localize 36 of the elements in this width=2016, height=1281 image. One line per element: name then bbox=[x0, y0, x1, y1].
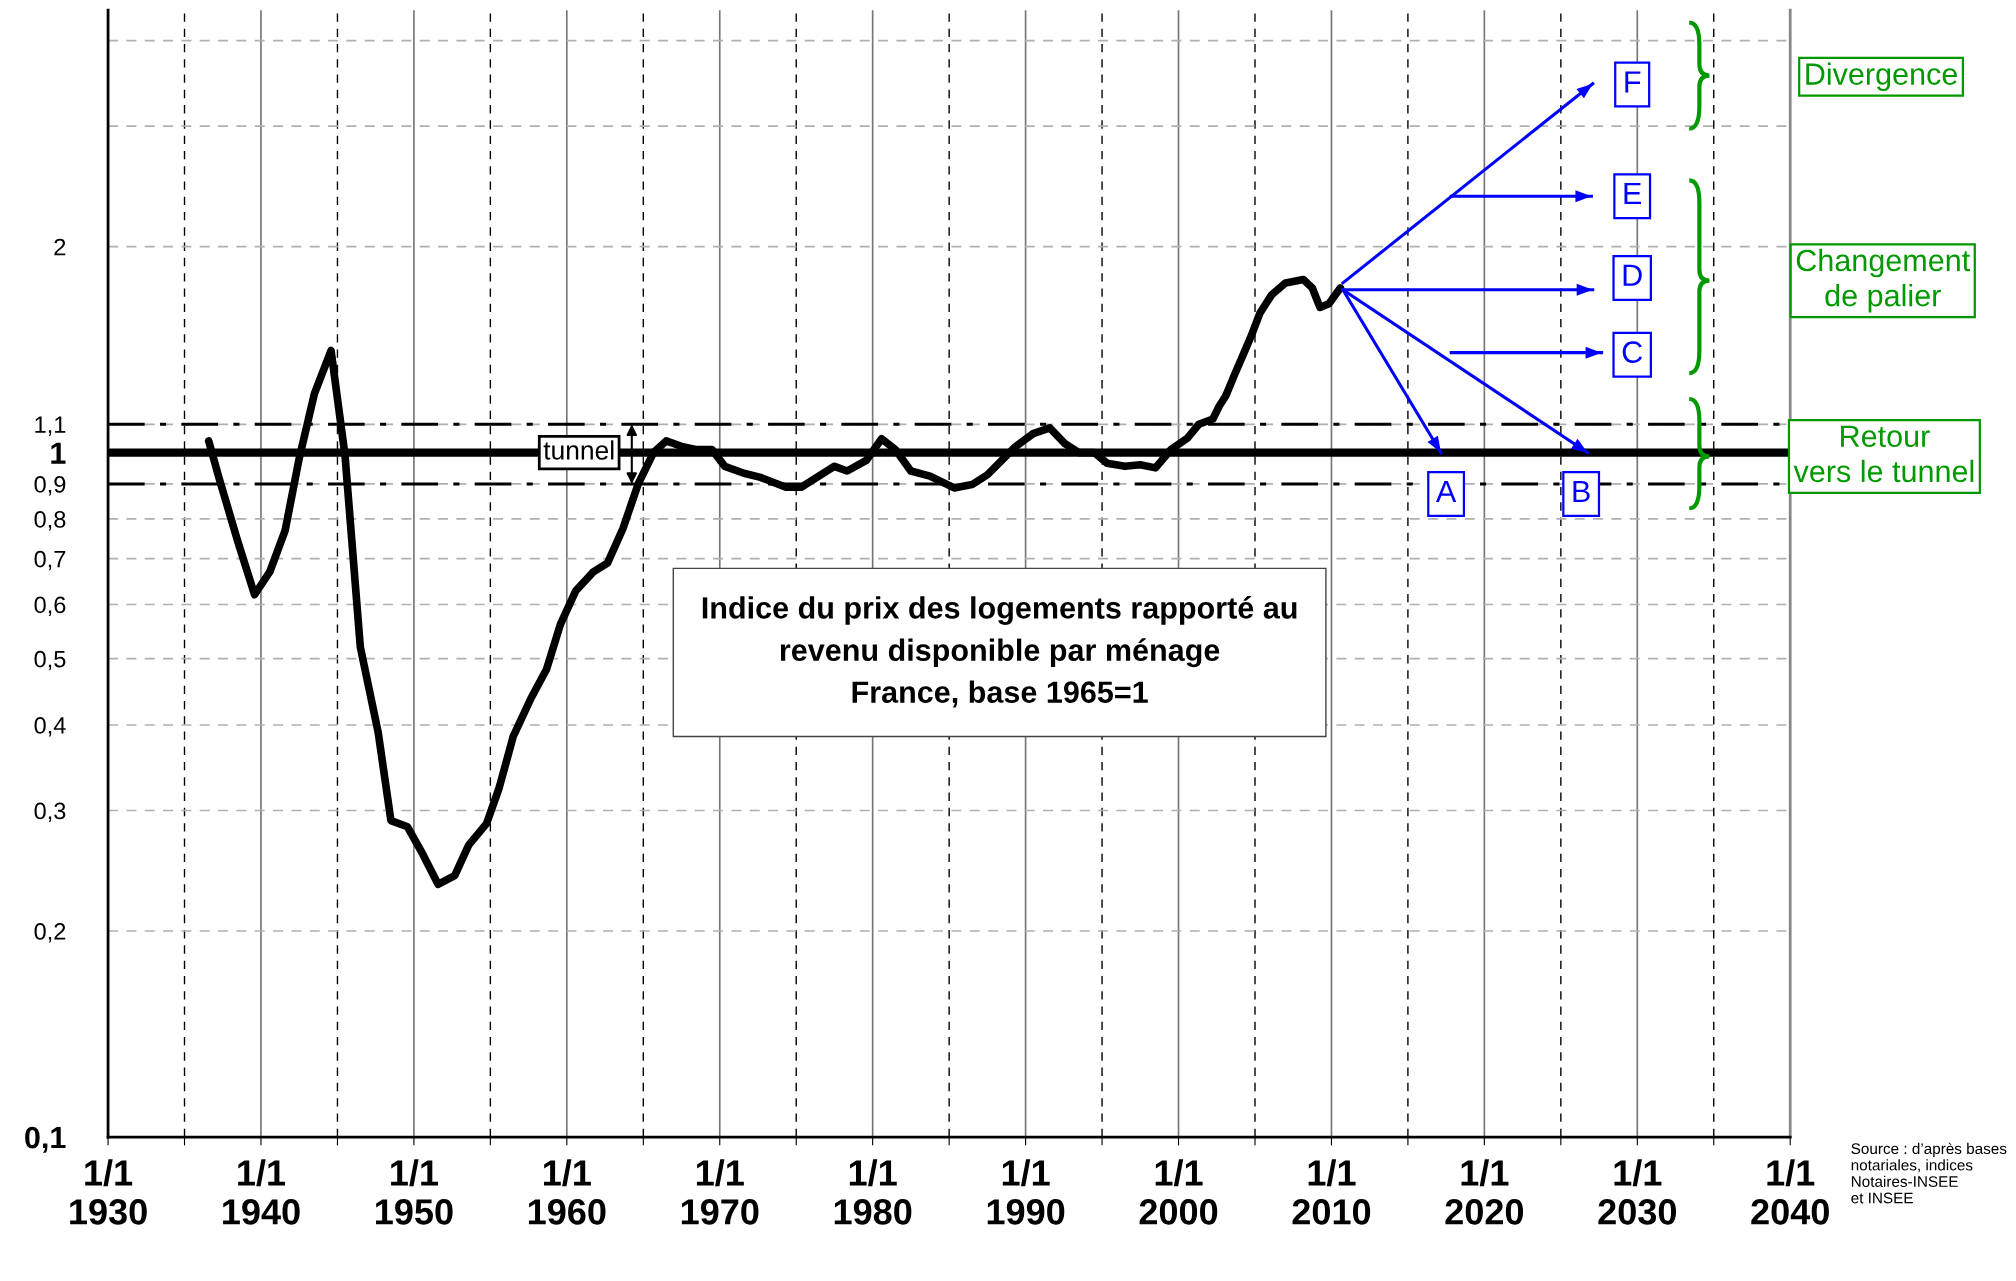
y-tick-label: 0,3 bbox=[34, 802, 66, 823]
x-tick-label: 1/1 2040 bbox=[1751, 1159, 1829, 1225]
x-tick-label: 1/1 1970 bbox=[681, 1159, 759, 1225]
text: Divergence bbox=[1806, 62, 1957, 91]
y-tick-label: 0,1 bbox=[25, 1126, 66, 1153]
y-tick-label: 0,6 bbox=[34, 596, 66, 617]
source-note: Source : d’après bases notariales, indices Notaires-INSEE et INSEE bbox=[1851, 1142, 2007, 1204]
x-tick-label: 1/1 1960 bbox=[528, 1159, 606, 1225]
annotation: F bbox=[1625, 71, 1641, 93]
y-tick-label: 0,4 bbox=[34, 717, 66, 737]
x-tick-label: 1/1 2020 bbox=[1445, 1159, 1524, 1225]
x-tick-label: 1/1 2030 bbox=[1598, 1159, 1676, 1225]
annotation: D bbox=[1623, 264, 1642, 286]
y-tick-label: 0,7 bbox=[34, 550, 66, 571]
x-tick-label: 1/1 1930 bbox=[70, 1159, 147, 1225]
y-tick-label: 0,5 bbox=[34, 650, 66, 671]
y-tick-label: 0,8 bbox=[34, 511, 66, 531]
annotation: A bbox=[1435, 480, 1457, 502]
x-tick-label: 1/1 1940 bbox=[223, 1159, 300, 1225]
annotation: E bbox=[1624, 183, 1642, 205]
annotation: tunnel bbox=[543, 440, 614, 460]
annotation: C bbox=[1622, 341, 1643, 363]
y-tick-label: 0,9 bbox=[34, 476, 66, 496]
annotation: B bbox=[1573, 480, 1590, 502]
text: Changement de palier bbox=[1796, 248, 1970, 313]
x-tick-label: 1/1 2000 bbox=[1139, 1159, 1218, 1225]
x-tick-label: 1/1 1980 bbox=[834, 1159, 912, 1225]
x-tick-label: 1/1 2010 bbox=[1292, 1159, 1371, 1225]
x-tick-label: 1/1 1990 bbox=[987, 1159, 1065, 1225]
y-tick-label: 0,2 bbox=[34, 923, 66, 943]
text: Indice du prix des logements rapporté au revenu disponible par ménage France, base 1965=1 bbox=[702, 596, 1297, 708]
y-tick-label: 2 bbox=[54, 238, 66, 256]
x-tick-label: 1/1 1950 bbox=[376, 1159, 453, 1225]
y-tick-label: 1 bbox=[51, 442, 66, 464]
y-tick-label: 1,1 bbox=[35, 416, 66, 436]
text: Retour vers le tunnel bbox=[1793, 425, 1974, 483]
